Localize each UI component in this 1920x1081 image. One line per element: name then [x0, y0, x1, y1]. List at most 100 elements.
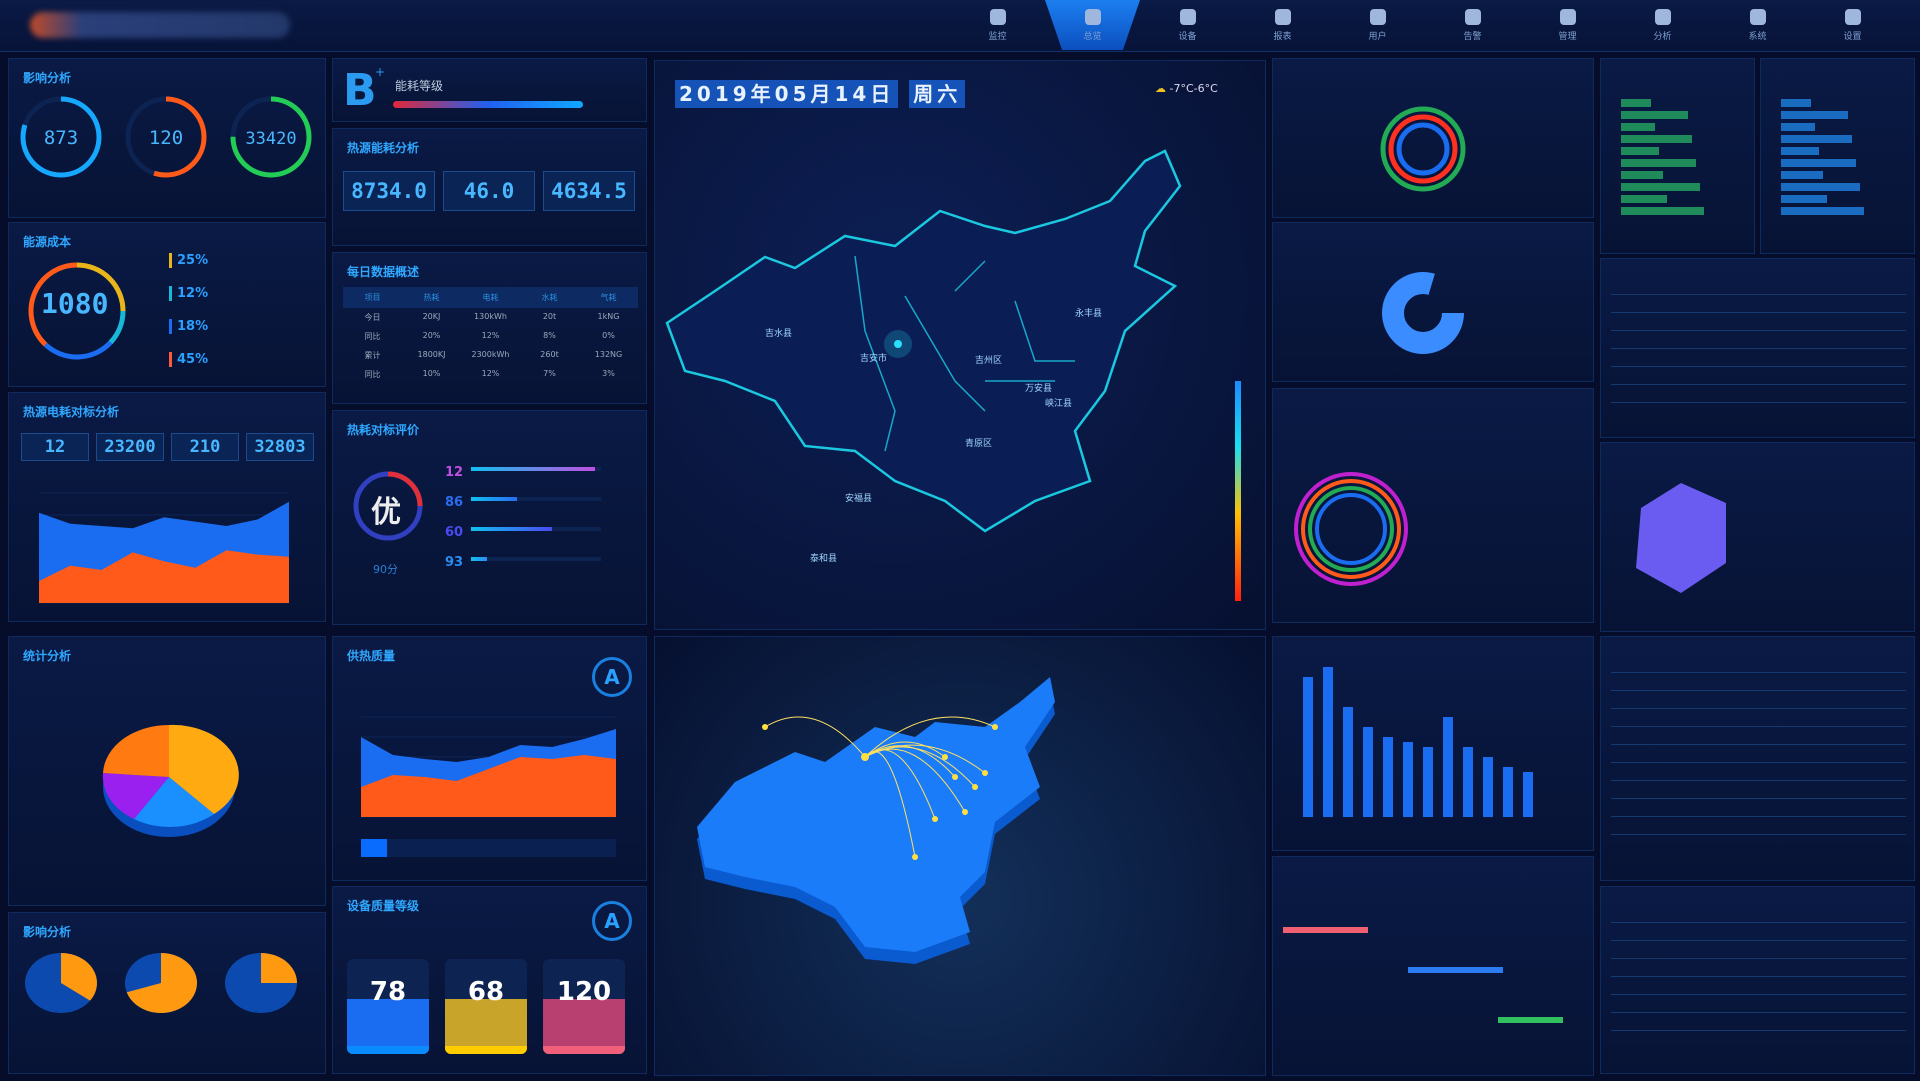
- gauge-value: 33420: [245, 129, 296, 149]
- flow-point: [912, 854, 918, 860]
- nav-item[interactable]: 设备: [1140, 0, 1235, 50]
- nav-icon: [1084, 8, 1101, 25]
- nav-item[interactable]: 用户: [1330, 0, 1425, 50]
- panel-chart: [1380, 106, 1466, 192]
- nav-item[interactable]: 监控: [950, 0, 1045, 50]
- bar: [1503, 767, 1513, 817]
- flow-point: [992, 724, 998, 730]
- energy-cost-panel: 能源成本 1080 25% 12% 18% 45%: [8, 222, 326, 387]
- cost-item: 12%: [169, 286, 208, 301]
- table-cell: 20%: [422, 331, 441, 340]
- region-map[interactable]: [655, 61, 1267, 631]
- panel-chart: [1303, 667, 1533, 817]
- panel-title: 影响分析: [23, 925, 72, 939]
- pie-chart: [102, 724, 239, 837]
- map-place-label[interactable]: 吉水县: [765, 329, 793, 339]
- nav-label: 管理: [1558, 31, 1577, 42]
- bar: [1303, 677, 1313, 817]
- source-value: 46.0: [443, 171, 535, 211]
- bar: [1383, 737, 1393, 817]
- flow-point: [942, 754, 948, 760]
- map-place-label[interactable]: 永丰县: [1075, 309, 1103, 319]
- nav-label: 告警: [1463, 31, 1482, 42]
- pie-slice: [102, 773, 169, 819]
- cost-item: 25%: [169, 253, 208, 268]
- table-cell: 12%: [481, 369, 500, 378]
- bar: [1403, 742, 1413, 817]
- scrollbar-thumb[interactable]: [361, 839, 387, 857]
- right-panel: [1272, 222, 1594, 382]
- table-cell: 8%: [543, 331, 556, 340]
- gauge-arc: [230, 96, 312, 178]
- nav-item[interactable]: 总览: [1045, 0, 1140, 50]
- rating-bar: 60: [445, 521, 635, 540]
- map-panel: 吉安市 永丰县吉水县青原区 吉州区安福县 峡江县泰和县 万安县: [654, 60, 1266, 630]
- pie-slice: [61, 953, 97, 1001]
- table-cell: 3%: [602, 369, 615, 378]
- area-series: [361, 755, 616, 817]
- nav-icon: [1369, 8, 1386, 25]
- top-nav: 监控 总览 设备 报表 用户 告警 管理 分析 系统 设置: [950, 0, 1900, 50]
- nav-item[interactable]: 报表: [1235, 0, 1330, 50]
- ring-segment: [43, 340, 113, 360]
- nav-item[interactable]: 分析: [1615, 0, 1710, 50]
- map-place-label[interactable]: 青原区: [965, 439, 993, 449]
- rating-panel: 热耗对标评价 优 90分 12 86 60 93: [332, 410, 647, 625]
- column-header: 项目: [364, 293, 381, 302]
- nav-label: 系统: [1748, 31, 1767, 42]
- panel-chart: [1636, 483, 1726, 593]
- map-place-label[interactable]: 吉安市: [860, 354, 888, 364]
- table-cell: 0%: [602, 331, 615, 340]
- ring-segment: [28, 262, 78, 347]
- nav-icon: [1844, 8, 1861, 25]
- bar: [1443, 717, 1453, 817]
- map-place-label[interactable]: 万安县: [1025, 384, 1053, 394]
- nav-item[interactable]: 设置: [1805, 0, 1900, 50]
- card-value: 120: [556, 977, 612, 1007]
- gauge-value: 120: [149, 127, 183, 149]
- right-panel: [1600, 442, 1915, 632]
- source-value: 8734.0: [343, 171, 435, 211]
- table-row: 累计 1800KJ 2300kWh 260t 132NG: [343, 346, 638, 365]
- quality-chart: [361, 716, 616, 818]
- cost-pct: 45%: [177, 352, 209, 367]
- rating-ring: [353, 471, 423, 541]
- level-panel: B + 能耗等级: [332, 58, 647, 122]
- table-cell: 7%: [543, 369, 556, 378]
- map-place-label[interactable]: 峡江县: [1045, 399, 1073, 409]
- rating-label: 93: [445, 555, 464, 570]
- nav-item[interactable]: 告警: [1425, 0, 1520, 50]
- cloud-sun-icon: ☁: [1155, 82, 1166, 95]
- nav-item[interactable]: 管理: [1520, 0, 1615, 50]
- equip-card: 78: [347, 959, 429, 1054]
- daily-table: 项目 热耗 电耗 水耗 气耗 今日 20KJ 130kWh 20t 1kNG 同比 20% 12% 8% 0…: [343, 287, 638, 384]
- 3d-region-map[interactable]: [655, 637, 1267, 1077]
- nav-icon: [989, 8, 1006, 25]
- map-place-label[interactable]: 吉州区: [975, 356, 1003, 366]
- panel-chart: [1283, 927, 1563, 1023]
- bar: [1343, 707, 1353, 817]
- map-place-label[interactable]: 泰和县: [810, 554, 838, 564]
- card-value: 78: [369, 977, 407, 1007]
- 3d-map-panel: [654, 636, 1266, 1076]
- stat-box: 32803: [246, 433, 314, 461]
- bar: [1323, 667, 1333, 817]
- panel-title: 热源电耗对标分析: [23, 405, 120, 419]
- quality-panel: 供热质量 A: [332, 636, 647, 881]
- nav-icon: [1179, 8, 1196, 25]
- equip-grade-badge: A: [592, 901, 632, 941]
- chart-scrollbar[interactable]: [361, 839, 616, 857]
- panel-chart: [1621, 99, 1704, 215]
- gauge-value: 873: [44, 127, 78, 149]
- flow-point: [972, 784, 978, 790]
- map-place-label[interactable]: 安福县: [845, 494, 873, 504]
- right-panel: [1272, 856, 1594, 1076]
- cost-item: 45%: [169, 352, 208, 367]
- level-bar: [393, 101, 583, 108]
- table-cell: 20KJ: [422, 312, 441, 321]
- table-cell: 132NG: [594, 350, 623, 359]
- ring-segment: [108, 310, 126, 345]
- nav-icon: [1464, 8, 1481, 25]
- nav-item[interactable]: 系统: [1710, 0, 1805, 50]
- panel-chart: [1294, 472, 1408, 586]
